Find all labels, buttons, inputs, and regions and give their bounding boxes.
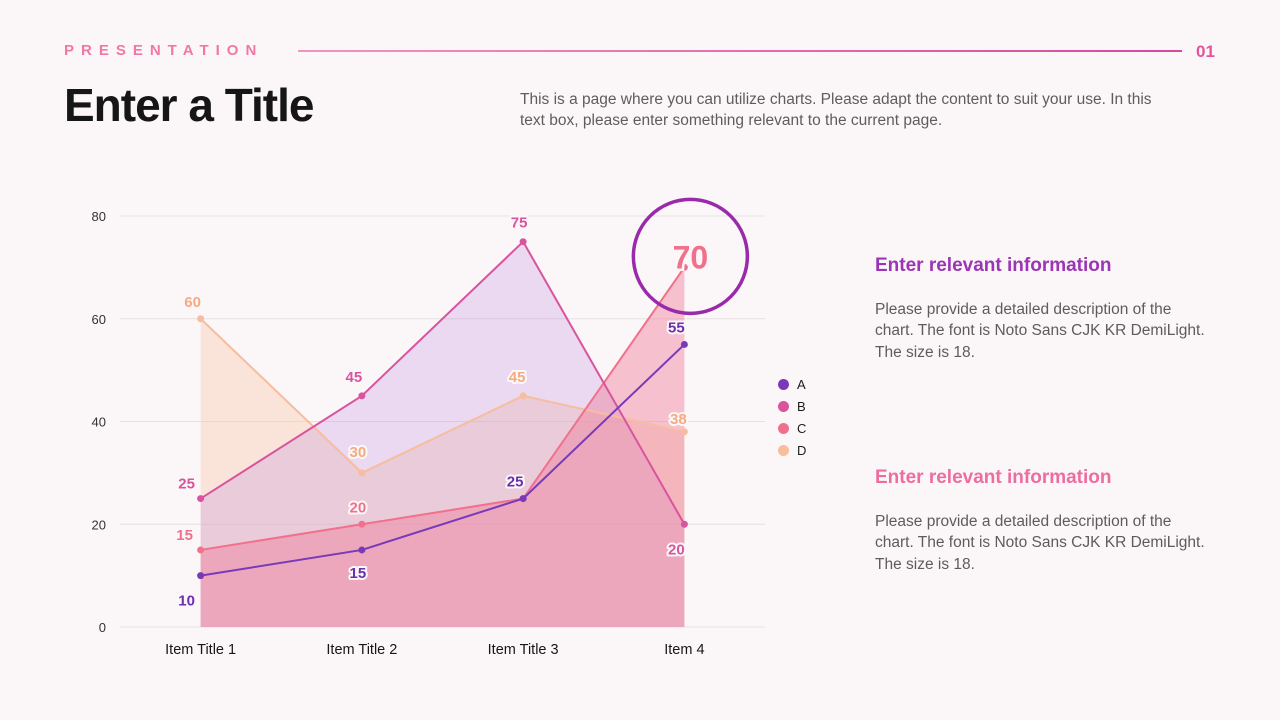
series-marker-C	[358, 520, 366, 528]
x-category-label: Item Title 2	[326, 642, 397, 658]
data-label-A: 55	[668, 319, 685, 336]
y-tick-label: 60	[92, 312, 106, 327]
series-line-B	[200, 240, 686, 525]
info-body-top: Please provide a detailed description of…	[875, 301, 1205, 361]
legend-item: A	[778, 377, 806, 392]
legend-label: D	[797, 443, 807, 458]
x-category-label: Item 4	[664, 642, 704, 658]
data-label-A: 25	[507, 474, 524, 491]
legend-dot-icon	[778, 401, 789, 412]
legend-label: A	[797, 377, 806, 392]
series-marker-C	[680, 263, 688, 271]
info-section-top: Enter relevant information Please provid…	[875, 255, 1209, 363]
data-label-A: 10	[178, 593, 195, 610]
series-marker-D	[197, 315, 205, 323]
series-marker-D	[358, 469, 366, 477]
series-area-D	[200, 318, 685, 627]
data-label-D: 38	[670, 411, 687, 428]
series-marker-A	[680, 340, 688, 348]
series-marker-C	[197, 546, 205, 554]
series-line-D	[199, 318, 685, 475]
data-label-D: 60	[184, 294, 201, 311]
y-tick-label: 0	[99, 620, 106, 635]
legend-label: B	[797, 399, 806, 414]
legend-item: B	[778, 399, 806, 414]
highlight-value: 70	[673, 239, 709, 275]
page-subtitle: This is a page where you can utilize cha…	[520, 91, 1152, 130]
info-section-bottom: Enter relevant information Please provid…	[875, 467, 1209, 575]
data-label-B: 75	[511, 215, 528, 232]
highlight-circle	[631, 197, 750, 316]
brand-label: PRESENTATION	[64, 42, 264, 59]
y-tick-label: 40	[92, 415, 106, 430]
y-tick-label: 80	[92, 209, 106, 224]
info-heading-top: Enter relevant information	[875, 255, 1112, 276]
data-label-D: 30	[350, 444, 367, 461]
x-category-label: Item Title 1	[165, 642, 236, 658]
chart-area: 0 20 40 60 80 Item Title 1 Item Title 2 Item Ti…	[60, 170, 770, 670]
legend-dot-icon	[778, 379, 789, 390]
header-divider-line	[298, 50, 1182, 52]
data-label-D: 45	[509, 369, 526, 386]
data-label-B: 25	[178, 476, 195, 493]
data-label-B: 20	[668, 541, 685, 558]
page-title: Enter a Title	[64, 79, 314, 131]
series-marker-B	[358, 392, 366, 400]
series-marker-B	[519, 238, 527, 246]
data-label-C: 20	[350, 499, 367, 516]
data-label-C: 15	[176, 527, 193, 544]
series-marker-A	[358, 546, 366, 554]
series-marker-D	[680, 428, 688, 436]
series-marker-B	[197, 495, 205, 503]
page-number: 01	[1196, 42, 1215, 61]
legend-dot-icon	[778, 423, 789, 434]
data-label-A: 15	[350, 565, 367, 582]
legend-item: C	[778, 421, 806, 436]
series-marker-A	[197, 572, 205, 580]
data-label-B: 45	[346, 369, 363, 386]
x-category-label: Item Title 3	[488, 642, 559, 658]
y-tick-label: 20	[92, 517, 106, 532]
series-marker-D	[519, 392, 527, 400]
legend-dot-icon	[778, 445, 789, 456]
info-body-bottom: Please provide a detailed description of…	[875, 513, 1205, 573]
series-marker-B	[680, 520, 688, 528]
chart-svg: 0 20 40 60 80 Item Title 1 Item Title 2 Item Ti…	[92, 197, 765, 658]
legend-label: C	[797, 421, 807, 436]
info-heading-bottom: Enter relevant information	[875, 467, 1112, 488]
series-marker-A	[519, 495, 527, 503]
legend-item: D	[778, 443, 806, 458]
series-area-C	[200, 267, 685, 627]
series-line-A	[200, 343, 686, 577]
